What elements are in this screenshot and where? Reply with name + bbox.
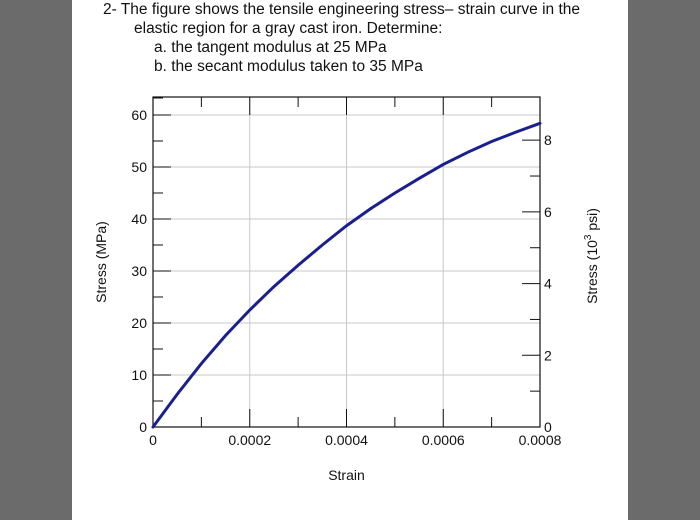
y-tick-label: 40 xyxy=(131,211,147,227)
x-tick-label: 0 xyxy=(149,432,157,448)
y2-tick-label: 8 xyxy=(544,132,552,148)
x-tick-label: 0.0006 xyxy=(422,432,465,448)
right-side-panel xyxy=(628,0,700,520)
y-tick-label: 60 xyxy=(131,107,147,123)
x-tick-label: 0.0002 xyxy=(228,432,271,448)
y-tick-label: 30 xyxy=(131,263,147,279)
y-tick-label: 50 xyxy=(131,159,147,175)
question-item-a: a. the tangent modulus at 25 MPa xyxy=(154,39,387,56)
x-axis-title: Strain xyxy=(328,467,365,483)
y2-axis-title: Stress (103 psi) xyxy=(583,208,600,304)
y-tick-label: 0 xyxy=(139,419,147,435)
y-tick-label: 10 xyxy=(131,367,147,383)
y2-tick-label: 2 xyxy=(544,347,552,363)
y-axis-title: Stress (MPa) xyxy=(93,221,109,303)
plot-frame xyxy=(152,96,541,428)
y2-tick-label: 4 xyxy=(544,276,552,292)
question-line-2: elastic region for a gray cast iron. Det… xyxy=(134,20,443,37)
question-item-b: b. the secant modulus taken to 35 MPa xyxy=(154,58,423,75)
stress-strain-curve xyxy=(151,121,542,429)
y2-tick-label: 6 xyxy=(544,204,552,220)
x-tick-label: 0.0008 xyxy=(519,432,562,448)
left-side-panel xyxy=(0,0,72,520)
question-line-1: 2- The figure shows the tensile engineer… xyxy=(103,1,581,18)
y-tick-label: 20 xyxy=(131,315,147,331)
x-tick-label: 0.0004 xyxy=(325,432,368,448)
ticks xyxy=(152,97,541,428)
y2-axis-title-sup: 3 xyxy=(583,234,594,240)
y2-tick-label: 0 xyxy=(544,419,552,435)
y2-axis-title-suffix: psi) xyxy=(584,208,600,234)
y2-axis-title-prefix: Stress (10 xyxy=(584,240,600,304)
question-text: 2- The figure shows the tensile engineer… xyxy=(103,0,623,76)
